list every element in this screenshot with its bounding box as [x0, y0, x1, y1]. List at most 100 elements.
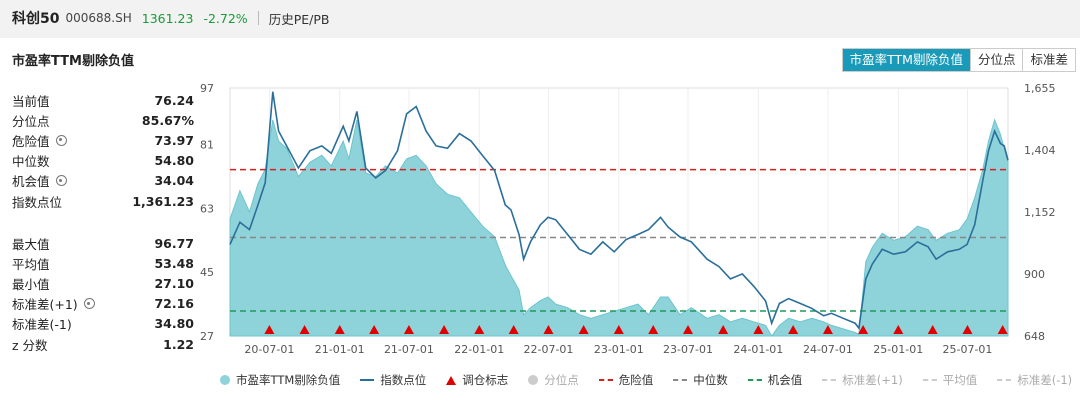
stat-label-wrap: 危险值	[12, 131, 67, 150]
dash-marker-icon	[922, 379, 937, 381]
rebalance-marker	[439, 325, 450, 334]
y-left-tick-label: 97	[200, 82, 214, 95]
rebalance-marker	[997, 325, 1008, 334]
legend-label: 调仓标志	[462, 373, 509, 387]
stat-index-points: 指数点位 1,361.23	[12, 191, 194, 211]
stat-label: 标准差(-1)	[12, 317, 72, 333]
legend-std-minus[interactable]: 标准差(-1)	[997, 372, 1072, 388]
x-tick-label: 22-01-01	[454, 343, 504, 356]
rebalance-marker	[683, 325, 694, 334]
gear-icon[interactable]	[55, 175, 67, 187]
stat-label: 平均值	[12, 256, 50, 272]
stat-value: 54.80	[154, 153, 194, 169]
legend-label: 分位点	[544, 373, 579, 387]
rebalance-marker	[369, 325, 380, 334]
legend-opportunity[interactable]: 机会值	[747, 372, 802, 388]
history-pepb-link[interactable]: 历史PE/PB	[268, 11, 330, 27]
y-right-tick-label: 1,655	[1024, 82, 1056, 95]
legend-label: 标准差(+1)	[842, 373, 903, 387]
stat-value: 34.04	[154, 173, 194, 189]
stat-median: 中位数 54.80	[12, 151, 194, 171]
legend-index[interactable]: 指数点位	[360, 372, 426, 388]
rebalance-marker	[648, 325, 659, 334]
stat-value: 34.80	[154, 316, 194, 332]
stats-panel: 当前值 76.24 分位点 85.67% 危险值 73.97 中位数 54.80 机会值…	[12, 90, 194, 354]
stat-value: 72.16	[154, 296, 194, 312]
stat-value: 1.22	[163, 336, 194, 352]
stat-opportunity: 机会值 34.04	[12, 171, 194, 191]
legend-label: 市盈率TTM剔除负值	[236, 373, 341, 387]
legend-mean[interactable]: 平均值	[922, 372, 978, 388]
tab-std-dev[interactable]: 标准差	[1022, 49, 1075, 71]
y-right-tick-label: 900	[1024, 268, 1045, 281]
index-name: 科创50	[12, 11, 60, 27]
stat-value: 85.67%	[141, 112, 194, 128]
y-left-tick-label: 63	[200, 202, 214, 215]
stat-label: 最小值	[12, 277, 50, 293]
chart-legend: 市盈率TTM剔除负值 指数点位 调仓标志 分位点 危险值 中位数 机会值 标准差…	[220, 372, 1080, 388]
rebalance-marker	[474, 325, 485, 334]
rebalance-marker	[334, 325, 345, 334]
y-right-tick-label: 1,152	[1024, 206, 1056, 219]
dash-marker-icon	[673, 379, 688, 381]
stat-label: z 分数	[12, 337, 48, 353]
legend-label: 中位数	[693, 373, 728, 387]
tab-pe-ttm[interactable]: 市盈率TTM剔除负值	[842, 49, 970, 71]
legend-percentile[interactable]: 分位点	[528, 372, 579, 388]
stat-value: 53.48	[154, 255, 194, 271]
dash-marker-icon	[822, 379, 837, 381]
stat-std-plus: 标准差(+1) 72.16	[12, 294, 194, 314]
x-tick-label: 21-07-01	[384, 343, 434, 356]
legend-label: 指数点位	[380, 373, 427, 387]
legend-pe[interactable]: 市盈率TTM剔除负值	[220, 372, 340, 388]
dash-marker-icon	[598, 379, 613, 381]
stat-label-wrap: 标准差(+1)	[12, 294, 95, 313]
area-marker-icon	[220, 375, 230, 385]
stat-label: 分位点	[12, 113, 50, 129]
stat-label: 危险值	[12, 133, 50, 149]
stat-max: 最大值 96.77	[12, 233, 194, 253]
rebalance-marker	[613, 325, 624, 334]
pe-area-series	[229, 118, 1009, 337]
legend-rebalance[interactable]: 调仓标志	[446, 372, 508, 388]
header-bar: 科创50 000688.SH 1361.23 -2.72% 历史PE/PB	[0, 0, 1080, 36]
x-tick-label: 24-01-01	[733, 343, 783, 356]
gear-icon[interactable]	[83, 298, 95, 310]
stat-label-wrap: 机会值	[12, 171, 67, 190]
rebalance-marker	[264, 325, 275, 334]
dot-marker-icon	[528, 375, 539, 385]
legend-median[interactable]: 中位数	[673, 372, 728, 388]
x-tick-label: 23-01-01	[594, 343, 644, 356]
x-tick-label: 20-07-01	[244, 343, 294, 356]
stat-danger: 危险值 73.97	[12, 130, 194, 150]
x-tick-label: 23-07-01	[663, 343, 713, 356]
valuation-panel: 27 45 63 81 97 648 900 1,152 1,404 1,655 20-07-01 2…	[0, 38, 1080, 405]
legend-label: 平均值	[942, 373, 978, 387]
gear-icon[interactable]	[55, 134, 67, 146]
stat-value: 1,361.23	[132, 193, 194, 209]
stat-value: 27.10	[154, 276, 194, 292]
panel-title: 市盈率TTM剔除负值	[12, 54, 134, 69]
index-code: 000688.SH	[65, 11, 132, 25]
rebalance-marker	[788, 325, 799, 334]
rebalance-marker	[718, 325, 729, 334]
stat-label: 机会值	[12, 174, 50, 190]
stats-spacer	[12, 211, 194, 233]
stat-percentile: 分位点 85.67%	[12, 110, 194, 130]
legend-std-plus[interactable]: 标准差(+1)	[822, 372, 903, 388]
metric-tabs: 市盈率TTM剔除负值 分位点 标准差	[841, 48, 1076, 72]
x-tick-label: 25-01-01	[873, 343, 923, 356]
stat-std-minus: 标准差(-1) 34.80	[12, 314, 194, 334]
tab-percentile[interactable]: 分位点	[969, 49, 1023, 71]
x-tick-label: 21-01-01	[315, 343, 365, 356]
y-left-tick-label: 81	[200, 139, 214, 152]
rebalance-marker	[403, 325, 414, 334]
index-change: -2.72%	[203, 10, 248, 26]
stat-label: 当前值	[12, 93, 50, 109]
stat-min: 最小值 27.10	[12, 274, 194, 294]
legend-danger[interactable]: 危险值	[598, 372, 653, 388]
rebalance-marker	[578, 325, 589, 334]
rebalance-marker	[543, 325, 554, 334]
stat-label: 指数点位	[12, 194, 63, 210]
rebalance-marker	[858, 325, 869, 334]
